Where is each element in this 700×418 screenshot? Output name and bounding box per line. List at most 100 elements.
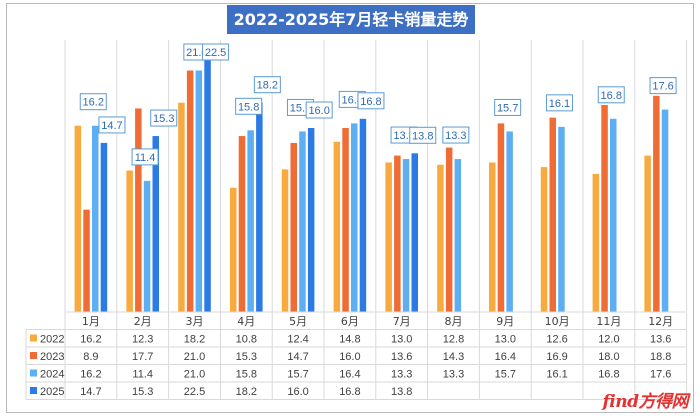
data-callout-box [305, 101, 333, 119]
x-tick-label: 11月 [596, 315, 621, 328]
bar-2022 [540, 167, 548, 312]
data-callout-label: 15.7 [497, 102, 518, 114]
data-callout-label: 15.3 [153, 113, 174, 125]
data-callout-box [98, 116, 126, 134]
bar-2024 [92, 125, 99, 312]
data-callout-label: 16.2 [83, 97, 104, 109]
data-callout-label: 15.8 [238, 101, 259, 113]
bar-2024 [143, 180, 151, 312]
bar-2023 [83, 209, 90, 312]
bar-2023 [238, 136, 246, 312]
table-cell: 17.7 [132, 351, 153, 363]
bar-2024 [299, 131, 306, 312]
table-cell: 18.0 [598, 351, 619, 363]
table-cell: 18.2 [236, 386, 257, 398]
table-cell: 16.4 [339, 369, 360, 381]
bar-2022 [592, 174, 600, 312]
table-cell: 15.8 [236, 369, 257, 381]
data-callout-label: 16.0 [308, 105, 329, 117]
bar-2022 [333, 141, 341, 312]
table-cell: 13.0 [495, 334, 516, 346]
table-cell: 12.3 [132, 334, 153, 346]
bar-2022 [230, 187, 237, 312]
bar-2023 [394, 155, 401, 312]
data-callout-label: 13.3 [445, 130, 466, 142]
table-cell: 16.9 [546, 351, 567, 363]
table-cell: 10.8 [236, 334, 257, 346]
bar-2025 [256, 102, 263, 312]
table-cell: 16.8 [339, 386, 360, 398]
data-callout-box [409, 126, 437, 144]
table-cell: 12.0 [598, 334, 619, 346]
table-cell: 16.0 [339, 351, 360, 363]
data-callout-box [442, 126, 470, 144]
table-cell: 16.4 [495, 351, 516, 363]
legend-swatch-2025 [30, 387, 37, 394]
data-callout-box [131, 148, 159, 166]
bar-2022 [126, 170, 133, 312]
data-callout-label: 14.7 [101, 120, 122, 132]
data-callout-label: 11.4 [135, 152, 156, 164]
table-cell: 22.5 [184, 386, 205, 398]
table-cell: 15.3 [236, 351, 257, 363]
x-tick-label: 6月 [341, 315, 359, 328]
bar-2022 [385, 162, 392, 312]
table-cell: 18.2 [184, 334, 205, 346]
data-callout-box [79, 93, 107, 111]
table-cell: 12.6 [546, 334, 567, 346]
bar-2025 [307, 128, 315, 312]
bar-2023 [342, 128, 349, 312]
table-cell: 13.3 [443, 369, 464, 381]
bar-2024 [661, 109, 669, 312]
table-cell: 13.8 [391, 386, 412, 398]
table-cell: 14.7 [287, 351, 308, 363]
bar-2024 [351, 123, 358, 313]
bar-2024 [454, 159, 462, 312]
bar-2022 [178, 102, 185, 312]
x-tick-label: 7月 [393, 315, 411, 328]
table-cell: 13.0 [391, 334, 412, 346]
table-cell: 13.6 [391, 351, 412, 363]
chart-title: 2022-2025年7月轻卡销量走势 [227, 5, 475, 34]
bar-2025 [204, 53, 211, 312]
chart-frame [6, 3, 694, 413]
x-tick-label: 2月 [134, 315, 152, 328]
data-callout-box [649, 77, 677, 95]
x-tick-label: 10月 [545, 315, 570, 328]
data-callout-box [545, 94, 573, 112]
legend-swatch-2023 [30, 352, 37, 359]
bar-2023 [135, 108, 142, 312]
table-cell: 16.2 [80, 369, 101, 381]
table-cell: 12.4 [287, 334, 308, 346]
bar-2022 [437, 164, 444, 312]
table-cell: 11.4 [132, 369, 153, 381]
table-cell: 12.8 [443, 334, 464, 346]
table-cell: 14.8 [339, 334, 360, 346]
bar-2023 [653, 95, 660, 312]
data-callout-label: 18.2 [257, 80, 278, 92]
data-callout-box [253, 76, 281, 94]
bar-2024 [558, 126, 565, 312]
data-callout-box [150, 109, 178, 127]
data-callout-label: 22.5 [205, 47, 226, 59]
data-callout-box [202, 43, 230, 61]
table-cell: 15.7 [287, 369, 308, 381]
legend-label-2024: 2024 [40, 369, 64, 381]
table-cell: 16.1 [546, 369, 567, 381]
x-tick-label: 4月 [237, 315, 255, 328]
legend-label-2025: 2025 [40, 386, 64, 398]
bar-2022 [644, 155, 651, 312]
data-callout-label: 16.8 [601, 90, 622, 102]
bar-2022 [281, 169, 289, 312]
bar-2024 [402, 159, 410, 312]
table-cell: 15.7 [495, 369, 516, 381]
legend-swatch-2024 [30, 369, 37, 377]
bar-2025 [359, 118, 367, 312]
data-callout-box [597, 86, 625, 104]
x-tick-label: 5月 [289, 315, 307, 328]
table-cell: 14.3 [443, 351, 464, 363]
table-cell: 17.6 [650, 369, 671, 381]
legend-label-2023: 2023 [40, 351, 64, 363]
data-callout-label: 16.8 [360, 96, 381, 108]
table-cell: 16.0 [287, 386, 308, 398]
